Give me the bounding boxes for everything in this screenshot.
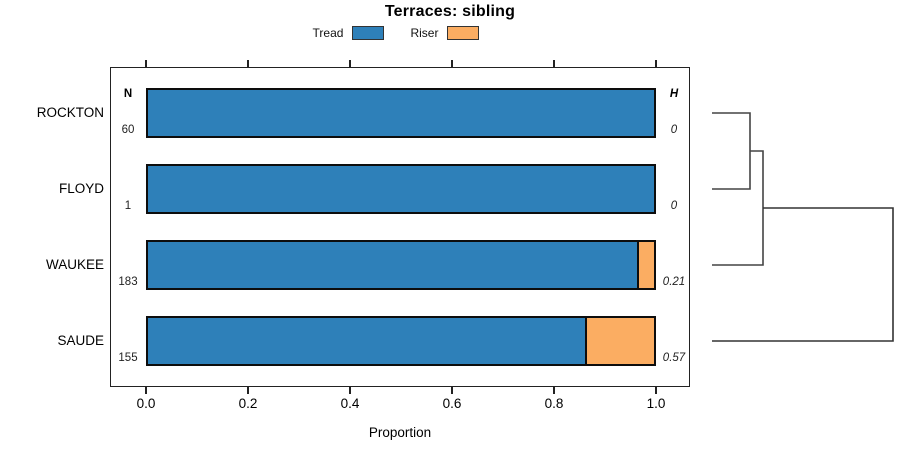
- x-tick-top: [145, 60, 147, 67]
- x-tick-label: 0.6: [442, 396, 462, 411]
- x-tick-label: 0.4: [340, 396, 360, 411]
- n-column-header: N: [123, 88, 133, 100]
- legend: Tread Riser: [0, 26, 792, 40]
- x-tick-top: [451, 60, 453, 67]
- h-value-rockton: 0: [670, 124, 678, 136]
- n-value-rockton: 60: [121, 124, 135, 136]
- bar-waukee-tread-segment: [146, 240, 639, 290]
- h-value-saude: 0.57: [662, 352, 686, 364]
- n-value-saude: 155: [118, 352, 138, 364]
- legend-swatch-riser: [447, 26, 480, 40]
- x-tick-bottom: [451, 387, 453, 394]
- bar-floyd: [146, 164, 656, 214]
- legend-label-tread: Tread: [312, 26, 344, 40]
- h-value-floyd: 0: [670, 200, 678, 212]
- chart-title: Terraces: sibling: [384, 3, 516, 20]
- x-tick-top: [247, 60, 249, 67]
- h-value-waukee: 0.21: [662, 276, 686, 288]
- x-tick-top: [655, 60, 657, 67]
- x-tick-bottom: [655, 387, 657, 394]
- legend-item-tread: Tread: [313, 26, 385, 40]
- dendrogram-merge-with-saude: [712, 207, 894, 342]
- bar-waukee: [146, 240, 656, 290]
- x-tick-top: [553, 60, 555, 67]
- bar-saude-riser-segment: [585, 316, 656, 366]
- bar-rockton: [146, 88, 656, 138]
- category-label-saude: SAUDE: [57, 333, 104, 348]
- legend-swatch-tread: [352, 26, 385, 40]
- x-axis-title: Proportion: [368, 425, 432, 440]
- category-label-waukee: WAUKEE: [45, 257, 104, 272]
- bar-saude-tread-segment: [146, 316, 587, 366]
- legend-item-riser: Riser: [410, 26, 480, 40]
- category-label-floyd: FLOYD: [58, 181, 104, 196]
- n-value-waukee: 183: [118, 276, 138, 288]
- bar-floyd-tread-segment: [146, 164, 656, 214]
- x-tick-bottom: [553, 387, 555, 394]
- x-tick-bottom: [247, 387, 249, 394]
- x-tick-label: 1.0: [646, 396, 666, 411]
- bar-waukee-riser-segment: [637, 240, 656, 290]
- x-tick-bottom: [349, 387, 351, 394]
- dendrogram-merge-rockton-floyd: [712, 112, 751, 190]
- category-label-rockton: ROCKTON: [36, 105, 104, 120]
- x-tick-bottom: [145, 387, 147, 394]
- h-column-header: H: [669, 88, 679, 100]
- n-value-floyd: 1: [124, 200, 132, 212]
- plot-frame: [110, 67, 690, 387]
- x-tick-top: [349, 60, 351, 67]
- bar-rockton-tread-segment: [146, 88, 656, 138]
- x-tick-label: 0.2: [238, 396, 258, 411]
- bar-saude: [146, 316, 656, 366]
- x-tick-label: 0.0: [136, 396, 156, 411]
- dendrogram-merge-with-waukee: [712, 150, 764, 266]
- legend-label-riser: Riser: [410, 26, 439, 40]
- x-tick-label: 0.8: [544, 396, 564, 411]
